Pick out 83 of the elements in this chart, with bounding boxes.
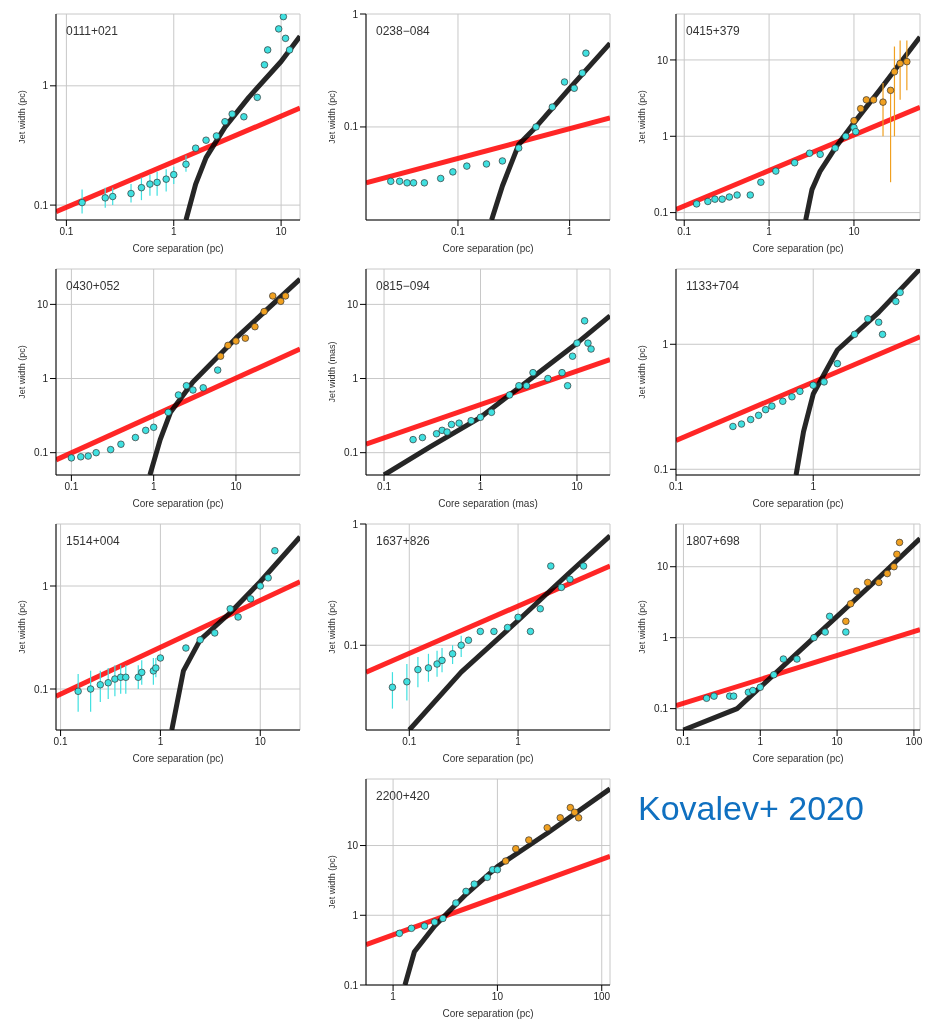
x-tick-label: 10 [831, 736, 844, 748]
x-axis-title: Core separation (pc) [132, 243, 224, 254]
text: 0815−094 [376, 279, 430, 293]
x-tick-label: 100 [593, 991, 611, 1003]
y-tick-label: 0.1 [654, 207, 669, 219]
y-tick-label: 1 [42, 80, 49, 92]
text: 0430+052 [66, 279, 120, 293]
y-tick-label: 0.1 [344, 447, 359, 459]
y-tick-label: 1 [42, 580, 49, 592]
text: 1514+004 [66, 534, 120, 548]
x-tick-label: 1 [757, 736, 764, 748]
y-tick-label: 1 [662, 130, 669, 142]
y-axis-title: Jet width (pc) [17, 600, 28, 654]
x-axis-title: Core separation (pc) [442, 243, 534, 254]
x-tick-label: 1 [810, 481, 817, 493]
text: 0238−084 [376, 24, 430, 38]
y-tick-label: 0.1 [654, 463, 669, 475]
x-tick-label: 1 [766, 226, 773, 238]
y-tick-label: 1 [352, 518, 359, 530]
y-tick-label: 1 [662, 632, 669, 644]
y-axis-title: Jet width (pc) [17, 345, 28, 399]
x-axis-title: Core separation (pc) [132, 753, 224, 764]
x-tick-label: 0.1 [64, 481, 79, 493]
x-axis-title: Core separation (pc) [752, 243, 844, 254]
x-tick-label: 0.1 [402, 736, 417, 748]
x-tick-label: 10 [230, 481, 242, 493]
text: 1133+704 [686, 279, 739, 293]
x-tick-label: 10 [254, 736, 267, 748]
x-tick-label: 10 [491, 991, 504, 1003]
x-tick-label: 100 [905, 736, 923, 748]
x-tick-label: 0.1 [451, 226, 466, 238]
y-tick-label: 0.1 [34, 447, 49, 459]
x-axis-title: Core separation (pc) [442, 753, 534, 764]
text: 2200+420 [376, 789, 430, 803]
y-tick-label: 0.1 [34, 199, 49, 211]
y-tick-label: 0.1 [344, 121, 359, 133]
x-axis-title: Core separation (pc) [132, 498, 224, 509]
y-axis-title: Jet width (pc) [637, 600, 648, 654]
x-tick-label: 0.1 [59, 226, 74, 238]
y-tick-label: 0.1 [654, 703, 669, 715]
y-axis-title: Jet width (pc) [327, 90, 338, 144]
y-tick-label: 1 [42, 373, 49, 385]
x-axis-title: Core separation (mas) [438, 498, 538, 509]
x-tick-label: 1 [390, 991, 397, 1003]
y-tick-label: 10 [346, 840, 359, 852]
text: 1637+826 [376, 534, 430, 548]
x-tick-label: 1 [566, 226, 573, 238]
y-tick-label: 10 [656, 54, 669, 66]
x-tick-label: 0.1 [53, 736, 68, 748]
y-tick-label: 10 [36, 298, 49, 310]
y-tick-label: 1 [662, 338, 669, 350]
y-tick-label: 1 [352, 8, 359, 20]
text: 1807+698 [686, 534, 740, 548]
x-tick-label: 1 [477, 481, 484, 493]
y-axis-title: Jet width (pc) [327, 855, 338, 909]
y-axis-title: Jet width (pc) [637, 345, 648, 399]
y-tick-label: 0.1 [34, 683, 49, 695]
x-tick-label: 0.1 [677, 226, 692, 238]
y-tick-label: 1 [352, 373, 359, 385]
x-tick-label: 10 [275, 226, 288, 238]
y-tick-label: 10 [346, 298, 359, 310]
y-axis-title: Jet width (pc) [17, 90, 28, 144]
x-axis-title: Core separation (pc) [752, 498, 844, 509]
x-axis-title: Core separation (pc) [442, 1008, 534, 1019]
y-axis-title: Jet width (pc) [327, 600, 338, 654]
x-tick-label: 10 [571, 481, 583, 493]
x-tick-label: 1 [515, 736, 522, 748]
x-tick-label: 1 [157, 736, 164, 748]
x-tick-label: 0.1 [676, 736, 691, 748]
x-tick-label: 1 [150, 481, 157, 493]
y-tick-label: 1 [352, 909, 359, 921]
y-tick-label: 10 [656, 561, 669, 573]
x-tick-label: 10 [848, 226, 860, 238]
y-tick-label: 0.1 [344, 979, 359, 991]
text: 0415+379 [686, 24, 740, 38]
x-tick-label: 0.1 [377, 481, 392, 493]
x-tick-label: 1 [170, 226, 177, 238]
y-axis-title: Jet width (pc) [637, 90, 648, 144]
y-tick-label: 0.1 [344, 639, 359, 651]
text: 0111+021 [66, 24, 118, 38]
x-axis-title: Core separation (pc) [752, 753, 844, 764]
y-axis-title: Jet width (mas) [327, 341, 338, 403]
text: Kovalev+ 2020 [638, 789, 864, 828]
